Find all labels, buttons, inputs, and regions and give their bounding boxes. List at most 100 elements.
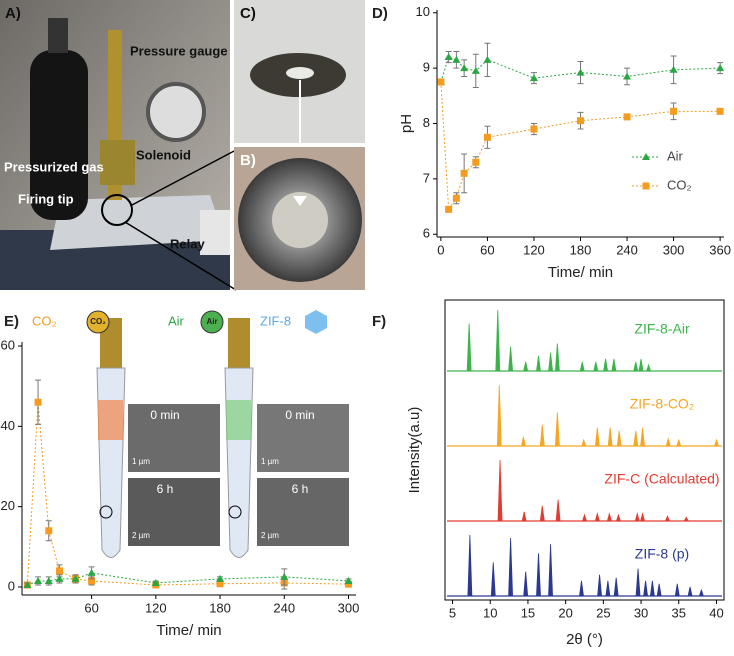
- legend-icon-text: CO₂: [90, 317, 106, 326]
- x-tick-label: 120: [145, 600, 167, 615]
- series-label: ZIF-C (Calculated): [604, 470, 719, 486]
- peak: [613, 577, 619, 597]
- y-tick-label: 8: [423, 115, 430, 130]
- peak: [616, 430, 622, 447]
- x-tick-label: 15: [521, 605, 535, 620]
- series-label: ZIF-8 (p): [635, 545, 689, 561]
- inset-time: 0 min: [285, 408, 314, 422]
- point: [87, 568, 96, 576]
- axes-frame: [444, 299, 725, 601]
- x-tick-label: 10: [483, 605, 497, 620]
- x-tick-label: 240: [616, 242, 638, 257]
- series-line: [440, 81, 721, 211]
- peak: [536, 553, 541, 597]
- point: [444, 53, 453, 61]
- peak: [495, 309, 501, 372]
- peak: [523, 571, 529, 597]
- peak: [579, 580, 584, 597]
- annotation: Pressure gauge: [130, 43, 228, 58]
- x-tick-label: 180: [570, 242, 592, 257]
- photo-a: A) Pressurized gas Pressure gauge Soleno…: [0, 0, 237, 291]
- point: [577, 117, 584, 125]
- point: [460, 64, 469, 72]
- point: [445, 205, 453, 213]
- y-axis-label: pH: [398, 114, 415, 133]
- y-tick-label: 7: [423, 170, 430, 185]
- peak: [634, 512, 640, 522]
- point: [576, 68, 585, 76]
- peak: [605, 580, 611, 597]
- legend-label: CO₂: [32, 313, 57, 328]
- point: [55, 574, 64, 582]
- legend-icon: [200, 310, 224, 334]
- annotation: Relay: [170, 236, 205, 251]
- x-tick-label: 30: [634, 605, 648, 620]
- peak: [643, 580, 649, 597]
- inset-time: 6 h: [157, 482, 174, 496]
- peak: [581, 513, 588, 522]
- photo-b: B): [234, 147, 365, 290]
- peak: [554, 412, 560, 447]
- x-tick-label: 120: [523, 242, 545, 257]
- peak: [698, 588, 704, 597]
- point: [437, 78, 445, 86]
- legend-icon-text: Air: [206, 317, 217, 326]
- series-line: [27, 572, 349, 586]
- point: [345, 580, 353, 588]
- point: [669, 65, 678, 73]
- peak: [665, 437, 671, 447]
- peak: [490, 562, 496, 597]
- y-tick-label: 20: [1, 498, 15, 513]
- scale-bar: 2 µm: [261, 531, 279, 540]
- point: [55, 567, 63, 575]
- point: [471, 66, 480, 74]
- peak: [640, 427, 646, 447]
- legend-marker: [642, 182, 650, 190]
- x-tick-label: 300: [663, 242, 685, 257]
- peak: [508, 346, 514, 372]
- peak: [638, 358, 644, 372]
- peak: [579, 361, 585, 372]
- peak: [536, 355, 541, 372]
- peak: [687, 586, 693, 597]
- peak: [640, 512, 646, 522]
- panel-label: D): [372, 5, 388, 22]
- y-tick-label: 40: [1, 418, 15, 433]
- point: [23, 580, 32, 588]
- x-tick-label: 25: [596, 605, 610, 620]
- peak: [548, 544, 553, 597]
- x-tick-label: 40: [709, 605, 723, 620]
- panel-label: A): [5, 5, 21, 22]
- point: [483, 133, 491, 141]
- e-illustration: 0 min 6 h 0 min 6 h 1 µm 2 µm 1 µm 2 µm: [96, 318, 349, 558]
- peak: [713, 438, 720, 447]
- peak: [633, 361, 639, 372]
- point: [44, 576, 53, 584]
- point: [716, 64, 725, 72]
- x-tick-label: 60: [84, 600, 98, 615]
- peak: [649, 580, 655, 597]
- x-axis-label: Time/ min: [548, 264, 613, 281]
- y-tick-label: 10: [416, 4, 430, 19]
- point: [452, 194, 460, 202]
- x-axis-label: 2θ (°): [566, 631, 603, 648]
- peak: [676, 438, 682, 447]
- x-tick-label: 20: [558, 605, 572, 620]
- peak: [467, 534, 473, 597]
- scale-bar: 1 µm: [132, 457, 150, 466]
- point: [623, 72, 632, 80]
- point: [670, 107, 678, 115]
- y-tick-label: 9: [423, 60, 430, 75]
- legend-icon: [86, 310, 110, 334]
- peak: [523, 361, 529, 372]
- point: [716, 107, 724, 115]
- panel-label: E): [4, 313, 19, 330]
- peak: [606, 512, 612, 522]
- peak: [597, 574, 603, 597]
- point: [530, 125, 538, 133]
- peak: [635, 568, 641, 597]
- point: [34, 576, 43, 584]
- peak: [603, 358, 609, 372]
- x-tick-label: 60: [480, 242, 494, 257]
